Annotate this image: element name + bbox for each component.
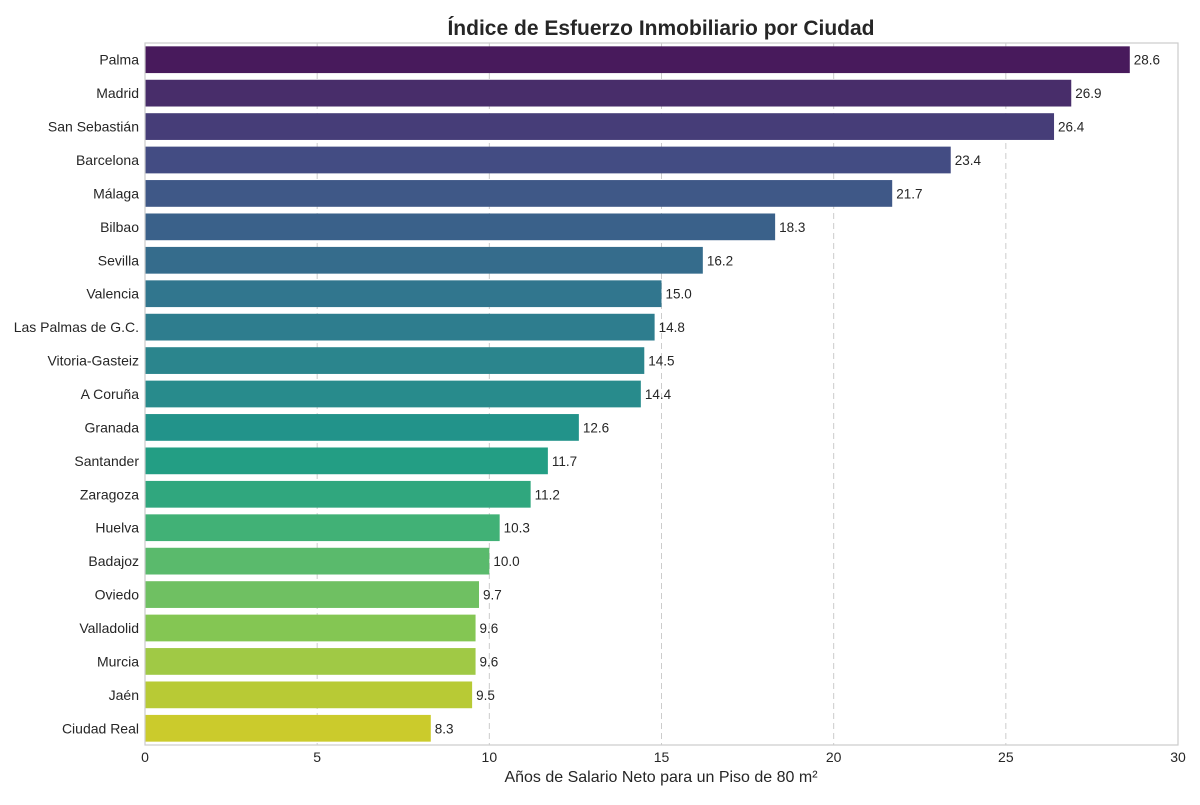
y-tick-label: Oviedo — [95, 587, 140, 603]
bars — [145, 46, 1130, 742]
x-tick-label: 30 — [1170, 749, 1186, 765]
y-axis-ticks: Palma Madrid San Sebastián Barcelona Málaga B… — [14, 52, 140, 737]
data-label: 11.7 — [552, 454, 577, 469]
y-tick-label: Málaga — [93, 185, 139, 201]
data-label: 21.7 — [896, 186, 922, 201]
y-tick-label: Palma — [99, 52, 139, 68]
bar — [145, 113, 1055, 140]
data-label: 11.2 — [535, 487, 560, 502]
x-axis-label: Años de Salario Neto para un Piso de 80 … — [504, 769, 818, 786]
data-label: 28.6 — [1134, 53, 1160, 68]
y-tick-label: Vitoria-Gasteiz — [47, 353, 139, 369]
y-tick-label: Madrid — [96, 85, 139, 101]
bar — [145, 514, 500, 542]
bar — [145, 581, 480, 608]
y-tick-label: Huelva — [95, 520, 139, 536]
bar — [145, 46, 1130, 74]
data-label: 14.8 — [659, 320, 685, 335]
y-tick-label: Murcia — [97, 653, 139, 669]
y-tick-label: Las Palmas de G.C. — [14, 319, 139, 335]
x-tick-label: 5 — [313, 749, 321, 765]
y-tick-label: Santander — [74, 453, 139, 469]
y-tick-label: Jaén — [109, 687, 139, 703]
bar — [145, 347, 645, 374]
bar — [145, 714, 431, 742]
bar — [145, 414, 579, 441]
plot-frame — [144, 42, 1179, 746]
y-tick-label: Zaragoza — [80, 486, 139, 502]
y-tick-label: San Sebastián — [48, 119, 139, 135]
data-label: 14.4 — [645, 387, 672, 402]
data-label: 10.0 — [493, 554, 519, 569]
bar — [145, 447, 548, 475]
chart-title: Índice de Esfuerzo Inmobiliario por Ciud… — [447, 17, 874, 40]
x-tick-label: 20 — [826, 749, 842, 765]
data-label: 9.6 — [480, 654, 499, 669]
bar — [145, 681, 473, 709]
bar — [145, 313, 655, 341]
data-label: 10.3 — [504, 521, 530, 536]
data-label: 14.5 — [648, 354, 674, 369]
data-labels: 28.6 26.9 26.4 23.4 21.7 18.3 16.2 15.0 14.8 14.5… — [435, 53, 1160, 737]
data-label: 9.6 — [480, 621, 499, 636]
x-tick-label: 0 — [141, 749, 149, 765]
y-tick-label: Ciudad Real — [62, 720, 139, 736]
bar — [145, 280, 662, 308]
bar — [145, 246, 703, 274]
data-label: 26.4 — [1058, 120, 1085, 135]
y-tick-label: Granada — [85, 419, 140, 435]
y-tick-label: Barcelona — [76, 152, 139, 168]
y-tick-label: Badajoz — [88, 553, 139, 569]
bar — [145, 213, 776, 241]
x-tick-label: 10 — [482, 749, 498, 765]
data-label: 15.0 — [666, 287, 692, 302]
data-label: 18.3 — [779, 220, 805, 235]
bar — [145, 547, 490, 575]
data-label: 12.6 — [583, 420, 609, 435]
bar — [145, 180, 893, 207]
x-axis-ticks: 0 5 10 15 20 25 30 — [141, 749, 1186, 765]
bar — [145, 614, 476, 642]
data-label: 9.5 — [476, 688, 495, 703]
y-tick-label: A Coruña — [81, 386, 140, 402]
y-tick-label: Bilbao — [100, 219, 139, 235]
bar — [145, 648, 476, 675]
y-tick-label: Valencia — [86, 286, 139, 302]
data-label: 16.2 — [707, 253, 733, 268]
bar — [145, 146, 951, 174]
bar — [145, 480, 531, 508]
y-tick-label: Sevilla — [98, 252, 139, 268]
x-tick-label: 25 — [998, 749, 1014, 765]
x-tick-label: 15 — [654, 749, 670, 765]
data-label: 8.3 — [435, 721, 454, 736]
bar — [145, 79, 1072, 107]
data-label: 9.7 — [483, 588, 502, 603]
bar — [145, 380, 641, 408]
data-label: 23.4 — [955, 153, 982, 168]
y-tick-label: Valladolid — [79, 620, 139, 636]
data-label: 26.9 — [1075, 86, 1101, 101]
